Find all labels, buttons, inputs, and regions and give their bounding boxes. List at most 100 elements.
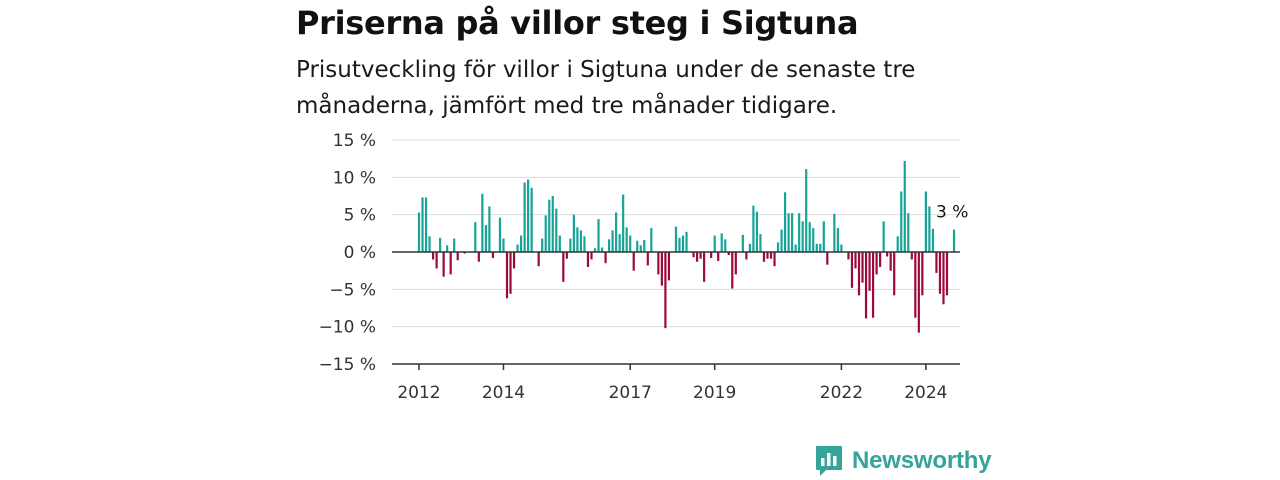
bar bbox=[618, 234, 621, 252]
bar bbox=[794, 244, 797, 252]
bar bbox=[600, 247, 604, 252]
bar bbox=[812, 228, 815, 252]
bar bbox=[572, 214, 575, 252]
bar bbox=[720, 233, 723, 252]
bar bbox=[703, 252, 706, 282]
bar bbox=[477, 252, 480, 262]
bar bbox=[868, 252, 871, 291]
y-tick-label: −10 % bbox=[319, 318, 376, 338]
bar bbox=[879, 252, 882, 267]
bar bbox=[861, 252, 864, 283]
bar bbox=[755, 211, 759, 252]
tick-labels: 15 % 10 % 5 % 0 % −5 % −10 % −15 % 2012 2014 2017… bbox=[319, 131, 969, 403]
bar bbox=[678, 237, 681, 252]
bar bbox=[632, 252, 635, 271]
bar bbox=[724, 239, 727, 252]
bar bbox=[498, 217, 502, 252]
bar bbox=[667, 252, 671, 281]
bar bbox=[664, 252, 667, 329]
bar bbox=[527, 179, 530, 252]
bar bbox=[590, 252, 593, 260]
bar bbox=[453, 238, 456, 252]
y-tick-label: −5 % bbox=[329, 280, 376, 300]
bar bbox=[558, 235, 561, 252]
bar bbox=[576, 227, 579, 252]
bar bbox=[938, 252, 942, 294]
x-tick-label: 2017 bbox=[609, 383, 652, 403]
bar bbox=[822, 221, 825, 252]
bar bbox=[713, 235, 716, 252]
bar bbox=[519, 235, 523, 252]
bar bbox=[840, 244, 843, 252]
bar bbox=[650, 228, 653, 252]
bar bbox=[491, 252, 495, 258]
bar bbox=[695, 252, 699, 262]
y-tick-label: 15 % bbox=[333, 131, 376, 151]
brand[interactable]: Newsworthy bbox=[814, 444, 992, 478]
x-tick-label: 2019 bbox=[693, 383, 736, 403]
bar bbox=[931, 228, 935, 252]
bar bbox=[512, 252, 516, 269]
bar bbox=[945, 252, 949, 296]
bar bbox=[903, 160, 906, 252]
bar bbox=[748, 243, 751, 252]
brand-name: Newsworthy bbox=[852, 447, 992, 474]
bar bbox=[791, 213, 794, 252]
bar bbox=[787, 213, 790, 252]
bar bbox=[544, 215, 547, 252]
bar bbox=[541, 238, 544, 252]
bar bbox=[565, 252, 568, 259]
bar bbox=[917, 252, 920, 333]
bar bbox=[523, 182, 526, 252]
bar bbox=[942, 252, 945, 305]
bar bbox=[643, 240, 646, 252]
bar bbox=[924, 191, 927, 252]
bar bbox=[893, 252, 896, 296]
bar bbox=[530, 187, 533, 252]
bar bbox=[854, 252, 857, 269]
bar bbox=[625, 227, 628, 252]
bar bbox=[551, 196, 554, 252]
bar bbox=[731, 252, 734, 289]
bar bbox=[660, 252, 663, 286]
bar bbox=[505, 252, 509, 299]
bars bbox=[417, 160, 956, 333]
bar bbox=[569, 238, 572, 252]
newsworthy-logo-icon bbox=[816, 446, 842, 476]
bar bbox=[622, 194, 625, 252]
bar bbox=[424, 197, 428, 252]
bar bbox=[439, 237, 442, 252]
bar bbox=[639, 245, 642, 252]
bar bbox=[801, 221, 804, 252]
bar bbox=[741, 234, 744, 252]
bar bbox=[952, 229, 956, 252]
y-tick-label: 10 % bbox=[333, 168, 376, 188]
bar bbox=[773, 252, 776, 267]
bar bbox=[847, 252, 850, 260]
bar bbox=[636, 240, 639, 252]
bar bbox=[907, 213, 910, 252]
bar bbox=[699, 252, 702, 259]
y-tick-label: 0 % bbox=[344, 243, 376, 263]
bar bbox=[819, 243, 822, 252]
bar bbox=[783, 192, 787, 252]
bar bbox=[692, 252, 695, 258]
bar bbox=[555, 208, 558, 252]
bar bbox=[717, 252, 720, 261]
bar bbox=[921, 252, 924, 296]
bar bbox=[769, 252, 773, 259]
bar bbox=[776, 242, 780, 252]
bar bbox=[833, 213, 836, 252]
bar bbox=[456, 252, 459, 261]
bar bbox=[889, 252, 892, 271]
bar bbox=[914, 252, 917, 318]
bar bbox=[685, 231, 688, 252]
bar bbox=[882, 221, 885, 252]
bar bbox=[488, 206, 491, 252]
x-tick-label: 2014 bbox=[482, 383, 525, 403]
bar bbox=[752, 205, 755, 252]
bar bbox=[808, 222, 811, 252]
bar bbox=[509, 252, 512, 294]
bar bbox=[864, 252, 868, 319]
